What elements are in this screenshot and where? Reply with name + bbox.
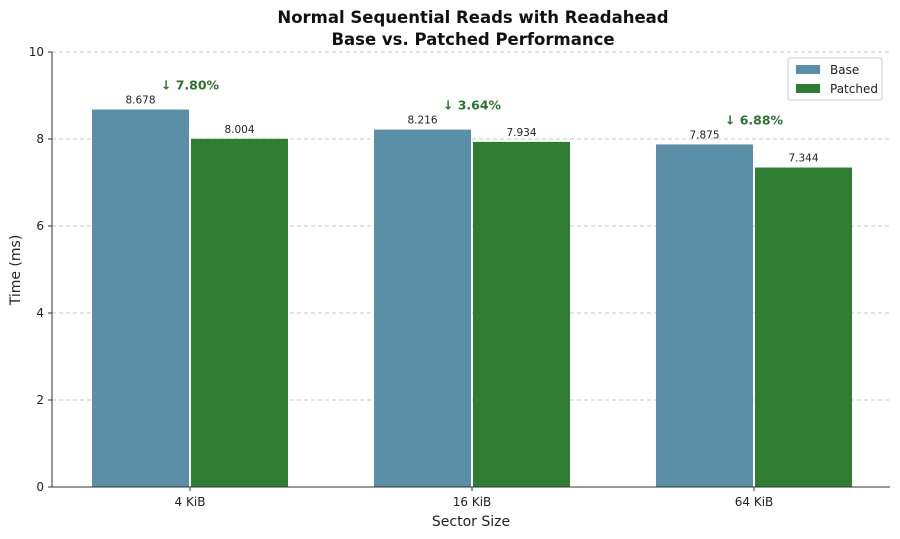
bar-value-label: 8.216 xyxy=(407,115,437,127)
bar-patched xyxy=(755,167,852,487)
x-tick-label: 16 KiB xyxy=(453,495,492,509)
bar-patched xyxy=(191,138,288,488)
x-axis-label: Sector Size xyxy=(432,514,510,530)
y-tick-label: 10 xyxy=(29,45,44,59)
legend-swatch-base xyxy=(796,65,820,74)
bar-patched xyxy=(473,141,570,487)
y-tick-label: 6 xyxy=(36,219,44,233)
bar-base xyxy=(656,144,753,487)
value-labels: 8.678 8.004 ↓ 7.80% 8.216 7.934 ↓ 3.64% 7.875 7… xyxy=(125,78,818,165)
y-tick-label: 4 xyxy=(36,306,44,320)
y-axis-label: Time (ms) xyxy=(8,235,24,307)
legend-label-patched: Patched xyxy=(830,82,878,96)
bar-base xyxy=(374,129,471,487)
chart-title: Normal Sequential Reads with Readahead xyxy=(277,8,668,27)
reduction-annotation: ↓ 7.80% xyxy=(161,78,220,93)
bar-value-label: 7.875 xyxy=(689,129,719,141)
y-tick-label: 0 xyxy=(36,480,44,494)
y-tick-label: 2 xyxy=(36,393,44,407)
bar-base xyxy=(92,109,189,488)
bars xyxy=(92,109,852,488)
y-axis-ticks: 0 2 4 6 8 10 xyxy=(29,45,52,494)
x-axis-ticks: 4 KiB 16 KiB 64 KiB xyxy=(175,487,774,509)
bar-value-label: 8.678 xyxy=(125,95,155,107)
y-tick-label: 8 xyxy=(36,132,44,146)
legend-swatch-patched xyxy=(796,84,820,93)
bar-value-label: 7.344 xyxy=(788,153,818,165)
legend-label-base: Base xyxy=(830,63,859,77)
reduction-annotation: ↓ 3.64% xyxy=(443,98,502,113)
legend: Base Patched xyxy=(787,57,883,101)
bar-value-label: 8.004 xyxy=(224,124,254,136)
chart-subtitle: Base vs. Patched Performance xyxy=(331,30,614,49)
bar-value-label: 7.934 xyxy=(506,127,536,139)
x-tick-label: 4 KiB xyxy=(175,495,206,509)
x-tick-label: 64 KiB xyxy=(735,495,774,509)
reduction-annotation: ↓ 6.88% xyxy=(725,112,784,127)
